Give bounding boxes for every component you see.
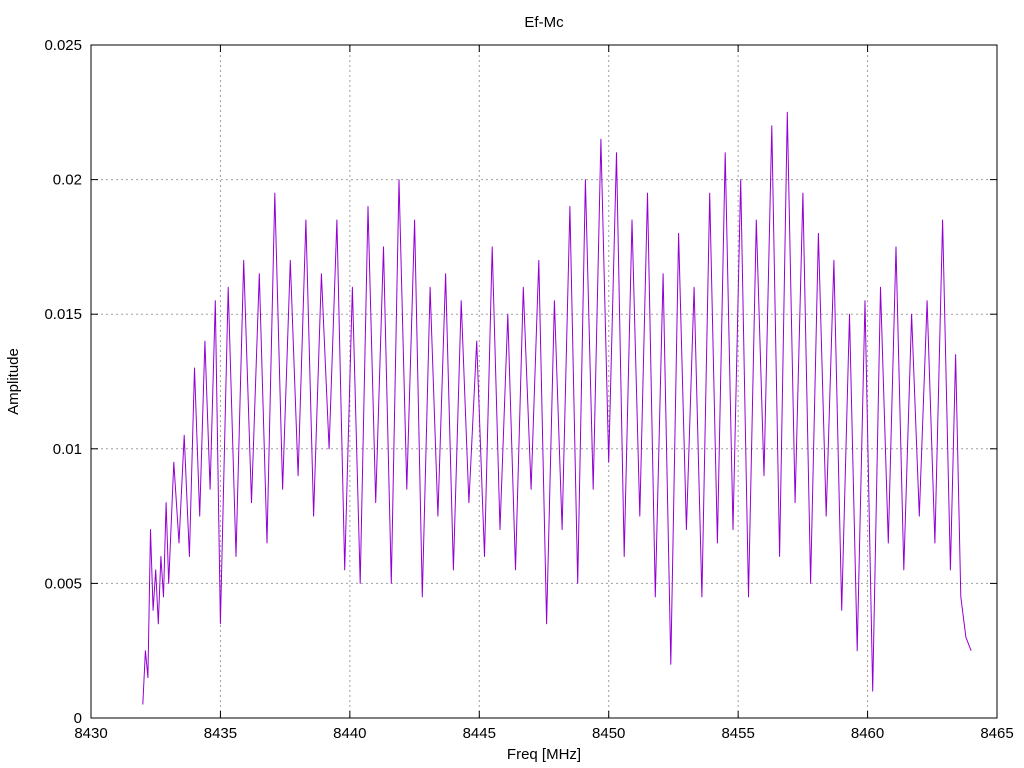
- x-tick-label: 8445: [463, 725, 496, 742]
- y-tick-label: 0.015: [44, 306, 82, 323]
- x-tick-label: 8450: [592, 725, 625, 742]
- x-tick-label: 8465: [980, 725, 1013, 742]
- y-tick-label: 0.025: [44, 37, 82, 54]
- y-axis-title: Amplitude: [5, 348, 22, 415]
- plot-frame: [90, 44, 998, 719]
- x-tick-label: 8435: [204, 725, 237, 742]
- x-tick-label: 8430: [74, 725, 107, 742]
- x-axis-title: Freq [MHz]: [507, 746, 581, 763]
- series-layer: [142, 111, 972, 705]
- ticks: 8430 8435 8440 8445 8450 8455 8460 8465 0 0.005 0.…: [44, 37, 1013, 742]
- x-tick-label: 8440: [333, 725, 366, 742]
- x-tick-label: 8460: [851, 725, 884, 742]
- y-tick-label: 0.01: [53, 441, 82, 458]
- chart-title: Ef-Mc: [524, 14, 564, 31]
- series-line: [142, 111, 972, 705]
- y-tick-label: 0: [74, 710, 82, 727]
- y-tick-label: 0.02: [53, 172, 82, 189]
- y-tick-label: 0.005: [44, 575, 82, 592]
- grid: [91, 45, 997, 718]
- x-tick-label: 8455: [721, 725, 754, 742]
